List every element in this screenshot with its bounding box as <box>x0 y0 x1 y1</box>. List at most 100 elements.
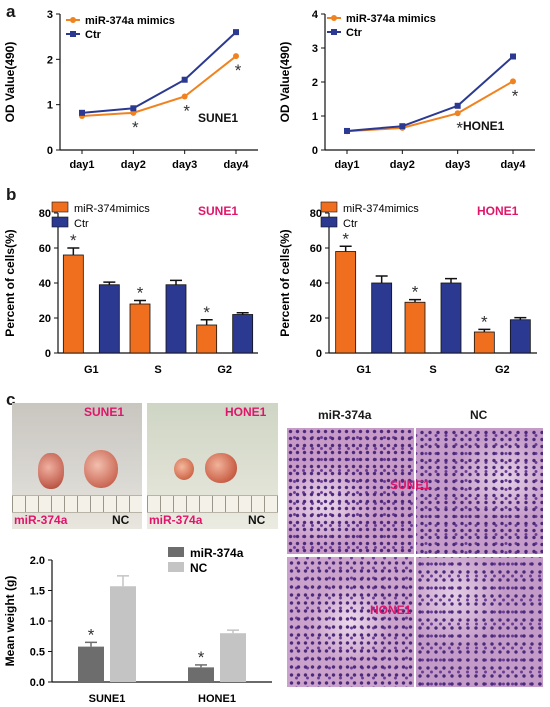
legend-label: miR-374a mimics <box>346 13 436 25</box>
data-point <box>79 109 85 116</box>
significance-star: * <box>70 231 77 250</box>
y-tick-label: 0 <box>47 145 53 157</box>
line-chart-hone1: 0 1 2 3 4 OD Value(490) day1 day2 day3 day4 * * miR-… <box>278 9 535 171</box>
series-line-1 <box>81 31 237 114</box>
bar <box>509 319 531 354</box>
legend-label: miR-374a <box>190 546 244 560</box>
legend-marker <box>70 17 76 23</box>
y-tick-label: 3 <box>312 43 318 55</box>
tumor-photo-sune1: SUNE1 miR-374a NC <box>12 403 142 529</box>
tumor-left <box>174 458 194 480</box>
data-point <box>233 53 239 60</box>
data-point <box>510 53 516 60</box>
y-tick-label: 1 <box>47 100 53 112</box>
data-point <box>233 29 239 36</box>
x-tick-label: day1 <box>334 159 359 171</box>
bar-chart-tumor-weight: 0.0 0.5 1.0 1.5 2.0 Mean weight (g) SUNE1 HONE1… <box>3 546 272 705</box>
bar-chart-cellcycle-sune1: 0 20 40 60 80 Percent of cells(%) G1 S G2 * * * miR-… <box>3 201 258 376</box>
y-tick-label: 40 <box>310 278 322 290</box>
photo-group-label-right: NC <box>112 513 130 527</box>
chart-annotation: HONE1 <box>463 119 505 133</box>
chart-annotation: SUNE1 <box>198 111 238 125</box>
y-tick-label: 80 <box>39 208 51 220</box>
series-line-0 <box>346 80 514 133</box>
legend-label: Ctr <box>74 218 89 230</box>
x-tick-label: G1 <box>356 364 371 376</box>
histology-image-3 <box>287 557 414 687</box>
y-tick-label: 20 <box>310 313 322 325</box>
bar <box>62 254 84 354</box>
data-point <box>510 78 516 85</box>
y-tick-label: 0 <box>312 145 318 157</box>
x-tick-label: HONE1 <box>198 693 236 705</box>
tumor-right <box>84 450 118 488</box>
bar <box>98 284 120 354</box>
significance-star: * <box>235 61 242 80</box>
legend-label: miR-374mimics <box>343 203 419 215</box>
significance-star: * <box>412 283 419 302</box>
y-tick-label: 0.5 <box>30 647 45 659</box>
legend-label: Ctr <box>343 218 358 230</box>
photo-cell-label: SUNE1 <box>84 405 125 419</box>
y-tick-label: 0.0 <box>30 677 45 689</box>
chart-annotation: SUNE1 <box>198 204 238 218</box>
bar <box>196 324 218 354</box>
significance-star: * <box>137 284 144 303</box>
significance-star: * <box>512 86 519 105</box>
x-tick-label: day1 <box>69 159 94 171</box>
significance-star: * <box>132 118 139 137</box>
legend-swatch <box>168 562 184 572</box>
legend-swatch <box>320 216 338 228</box>
legend-marker <box>331 29 337 35</box>
x-tick-label: G2 <box>217 364 232 376</box>
legend-swatch <box>320 201 338 213</box>
legend-label: miR-374mimics <box>74 203 150 215</box>
photo-group-label-right: NC <box>248 513 266 527</box>
x-tick-label: day4 <box>500 159 526 171</box>
histology-row-label-1: SUNE1 <box>390 478 431 492</box>
significance-star: * <box>456 118 463 137</box>
significance-star: * <box>342 229 349 248</box>
bar <box>232 314 254 354</box>
histology-image-1 <box>287 428 414 554</box>
y-tick-label: 2 <box>47 54 53 66</box>
panel-letter-a: a <box>6 2 16 21</box>
panel-letter-b: b <box>6 185 17 204</box>
bar <box>129 303 151 354</box>
y-axis-label: Percent of cells(%) <box>3 229 17 336</box>
bar <box>78 646 104 682</box>
y-tick-label: 2.0 <box>30 555 45 567</box>
legend-marker <box>331 15 337 21</box>
panel-letter-c: c <box>6 390 16 409</box>
line-chart-sune1: 0 1 2 3 OD Value(490) day1 day2 day3 day4 * * * miR-… <box>3 9 258 171</box>
data-point <box>344 127 350 134</box>
series-line-1 <box>346 55 514 132</box>
y-tick-label: 1.5 <box>30 586 45 598</box>
series-line-0 <box>81 55 237 117</box>
data-point <box>181 76 188 83</box>
tumor-left <box>38 453 64 489</box>
x-tick-label: S <box>429 364 436 376</box>
y-tick-label: 0 <box>45 348 51 360</box>
x-tick-label: G1 <box>84 364 99 376</box>
legend-swatch <box>168 547 184 557</box>
bar <box>404 301 426 354</box>
y-axis-label: Mean weight (g) <box>3 576 17 667</box>
legend-marker <box>70 31 76 37</box>
legend-swatch <box>51 201 69 213</box>
legend-label: Ctr <box>85 29 102 41</box>
bar-chart-cellcycle-hone1: 0 20 40 60 80 Percent of cells(%) G1 S G2 * * * miR-… <box>278 201 537 376</box>
x-tick-label: day3 <box>445 159 470 171</box>
x-tick-label: day3 <box>172 159 197 171</box>
significance-star: * <box>481 312 488 331</box>
x-tick-label: S <box>154 364 161 376</box>
chart-annotation: HONE1 <box>477 204 519 218</box>
data-point <box>454 110 461 117</box>
x-tick-label: G2 <box>495 364 510 376</box>
y-tick-label: 4 <box>312 9 319 21</box>
histology-image-2 <box>416 428 543 554</box>
legend-label: Ctr <box>346 27 363 39</box>
y-axis-label: Percent of cells(%) <box>278 229 292 336</box>
ruler <box>12 495 142 513</box>
bar <box>110 586 136 682</box>
